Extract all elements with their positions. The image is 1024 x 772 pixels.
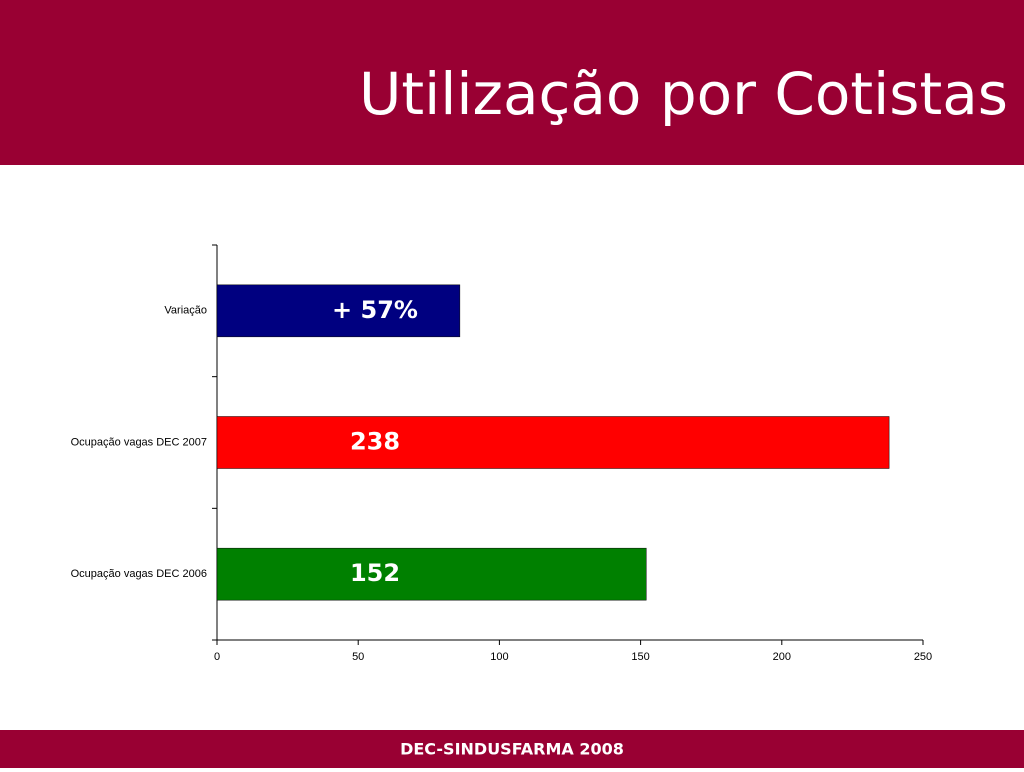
x-tick-label: 200 [773, 651, 791, 663]
y-tick-label: Variação [164, 305, 207, 317]
slide-title: Utilização por Cotistas [359, 60, 1008, 128]
header-band [0, 0, 1024, 165]
x-tick-label: 50 [352, 651, 364, 663]
footer-band [0, 730, 1024, 768]
data-label: 152 [350, 559, 400, 587]
bar [216, 284, 461, 338]
y-tick-label: Ocupação vagas DEC 2007 [71, 436, 207, 448]
bar [216, 416, 890, 469]
annotation: + 57% [332, 296, 418, 324]
x-tick-label: 250 [914, 651, 932, 663]
x-tick-label: 100 [490, 651, 508, 663]
y-tick-label: Ocupação vagas DEC 2006 [71, 568, 207, 580]
footer: DEC-SINDUSFARMA 2008 [400, 740, 624, 759]
data-label: 238 [350, 428, 400, 456]
bar [216, 547, 647, 601]
x-tick-label: 150 [631, 651, 649, 663]
x-tick-label: 0 [214, 651, 220, 663]
